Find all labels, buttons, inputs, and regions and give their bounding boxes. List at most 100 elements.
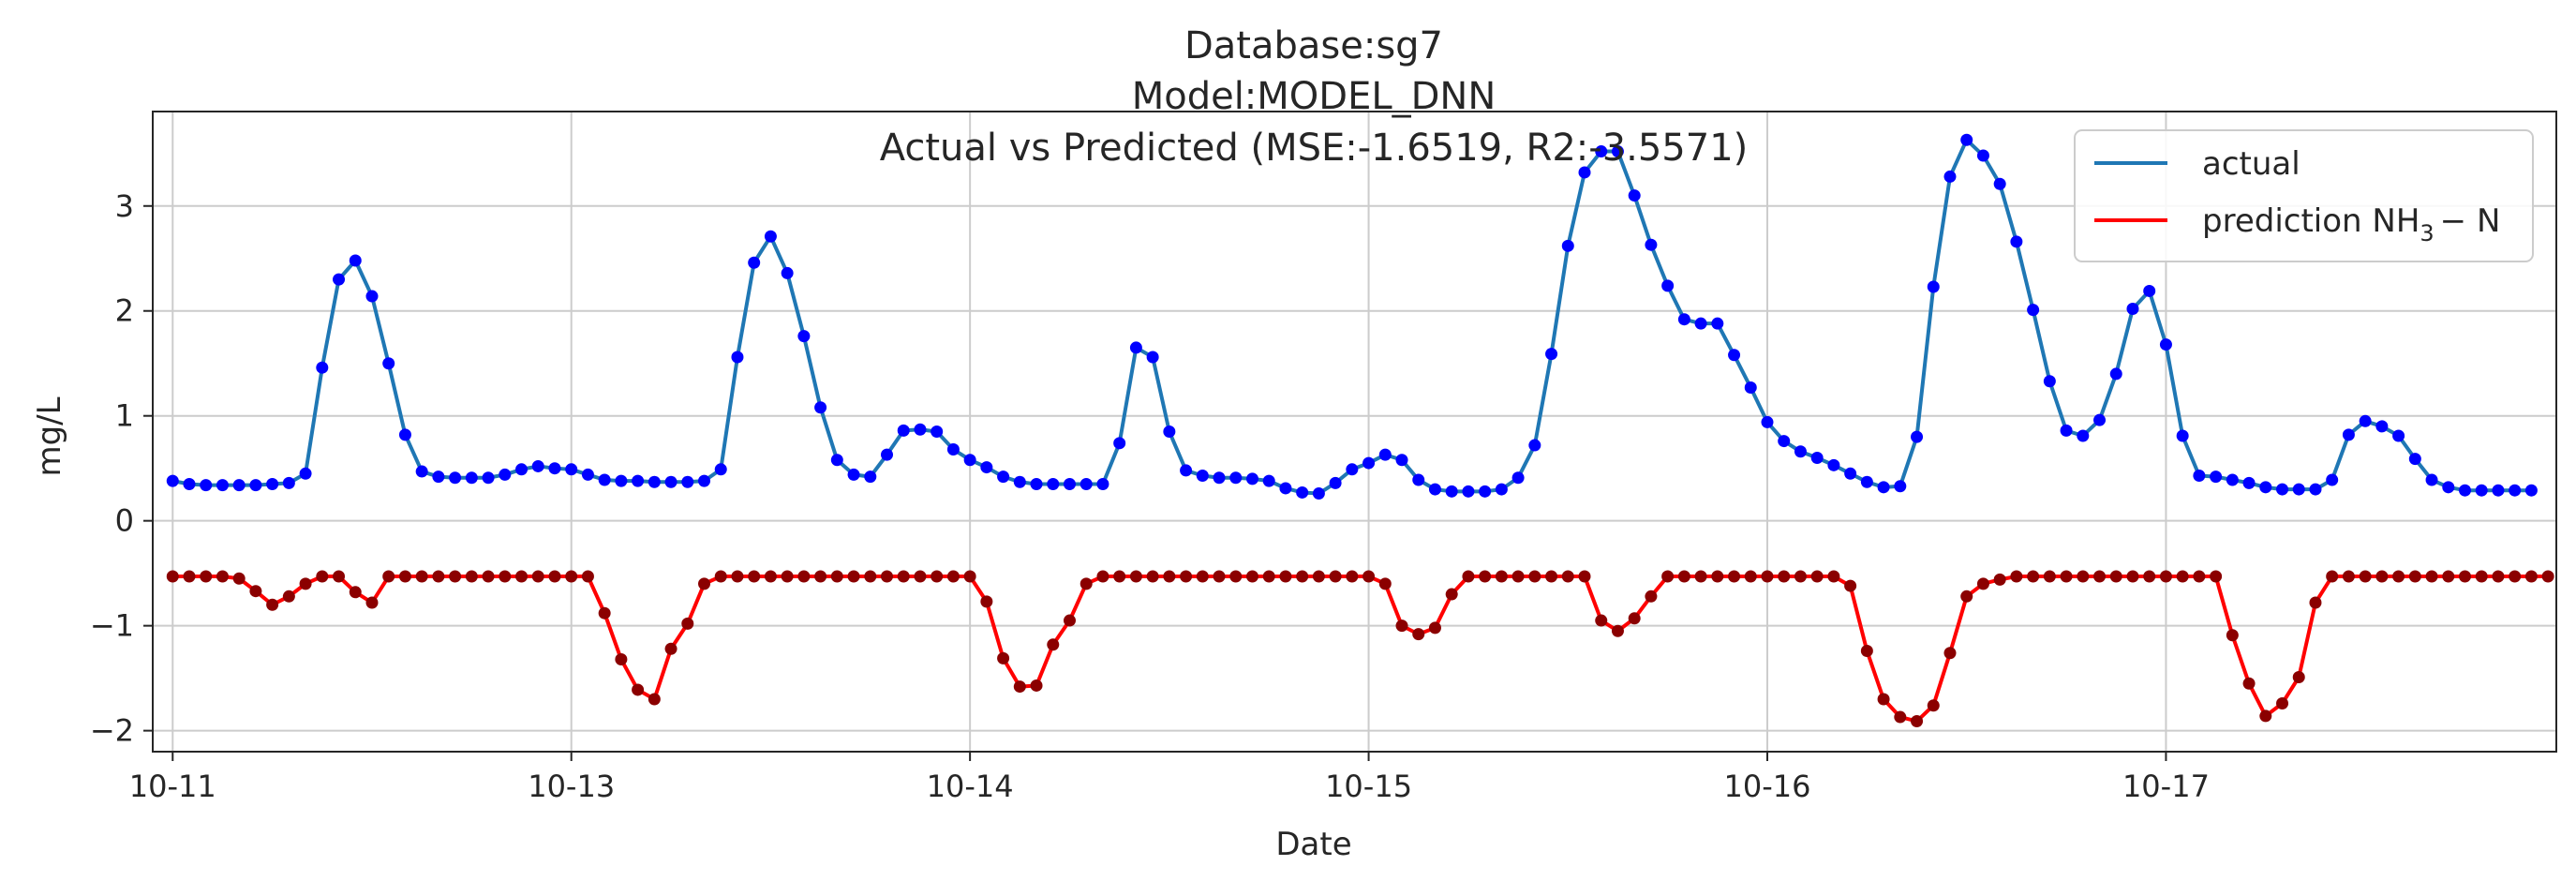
data-point bbox=[1113, 437, 1126, 450]
data-point bbox=[249, 585, 262, 598]
data-point bbox=[1860, 475, 1873, 488]
data-point bbox=[914, 423, 927, 436]
data-point bbox=[2226, 629, 2239, 642]
x-tick-label: 10-11 bbox=[129, 769, 216, 804]
data-point bbox=[449, 570, 462, 583]
data-point bbox=[1677, 313, 1690, 326]
data-point bbox=[980, 595, 993, 608]
data-point bbox=[2375, 420, 2389, 433]
data-point bbox=[1329, 570, 1342, 583]
data-point bbox=[1412, 628, 1425, 641]
data-point bbox=[515, 463, 529, 476]
data-point bbox=[2524, 484, 2538, 497]
data-point bbox=[183, 477, 196, 490]
data-point bbox=[931, 426, 944, 438]
data-point bbox=[365, 290, 379, 303]
data-point bbox=[1511, 570, 1525, 583]
data-point bbox=[1810, 570, 1824, 583]
data-point bbox=[1180, 464, 1193, 477]
data-point bbox=[2375, 570, 2389, 583]
data-point bbox=[1844, 579, 1857, 592]
data-point bbox=[615, 652, 628, 665]
data-point bbox=[2326, 570, 2339, 583]
data-point bbox=[1329, 476, 1342, 489]
data-point bbox=[2027, 304, 2040, 317]
data-point bbox=[1312, 570, 1325, 583]
data-point bbox=[2509, 570, 2522, 583]
data-point bbox=[1877, 481, 1890, 494]
data-point bbox=[1561, 239, 1574, 252]
data-point bbox=[1611, 145, 1624, 158]
data-point bbox=[1545, 348, 1558, 361]
data-point bbox=[216, 479, 229, 492]
data-point bbox=[1146, 351, 1159, 364]
data-point bbox=[1877, 693, 1890, 706]
data-point bbox=[2276, 697, 2289, 709]
data-point bbox=[1013, 680, 1026, 694]
data-point bbox=[216, 570, 229, 583]
data-point bbox=[1528, 439, 1541, 452]
data-point bbox=[398, 570, 411, 583]
data-point bbox=[2459, 570, 2472, 583]
data-point bbox=[531, 459, 544, 472]
data-point bbox=[2159, 338, 2172, 351]
data-point bbox=[764, 570, 777, 583]
data-point bbox=[1296, 485, 1309, 499]
data-point bbox=[946, 443, 960, 456]
y-tick-label: 3 bbox=[115, 188, 134, 224]
data-point bbox=[200, 570, 213, 583]
data-point bbox=[1661, 279, 1675, 292]
data-point bbox=[1129, 341, 1142, 354]
y-tick-label: 1 bbox=[115, 398, 134, 434]
data-point bbox=[1661, 570, 1675, 583]
data-point bbox=[465, 570, 478, 583]
data-point bbox=[1645, 238, 1658, 251]
data-point bbox=[963, 570, 976, 583]
data-point bbox=[1412, 473, 1425, 486]
data-point bbox=[2109, 570, 2122, 583]
data-point bbox=[830, 454, 843, 467]
data-point bbox=[1479, 570, 1492, 583]
data-point bbox=[1794, 570, 1807, 583]
y-tick-label: −2 bbox=[90, 713, 134, 749]
data-point bbox=[266, 598, 279, 611]
data-point bbox=[1761, 415, 1774, 428]
data-point bbox=[2392, 429, 2405, 442]
data-point bbox=[415, 465, 428, 478]
data-point bbox=[1595, 145, 1608, 158]
data-point bbox=[1628, 189, 1641, 202]
data-point bbox=[1677, 570, 1690, 583]
data-point bbox=[2408, 453, 2421, 466]
data-point bbox=[864, 570, 877, 583]
data-point bbox=[2309, 483, 2322, 496]
data-point bbox=[1694, 317, 1707, 330]
data-point bbox=[664, 475, 678, 488]
data-point bbox=[1346, 463, 1359, 476]
data-point bbox=[316, 570, 329, 583]
data-point bbox=[1744, 570, 1757, 583]
data-point bbox=[781, 266, 794, 279]
data-point bbox=[333, 273, 346, 286]
data-point bbox=[1827, 570, 1840, 583]
data-point bbox=[1479, 485, 1492, 498]
data-point bbox=[1262, 570, 1275, 583]
data-point bbox=[1129, 570, 1142, 583]
data-point bbox=[797, 570, 811, 583]
y-tick-label: 0 bbox=[115, 503, 134, 539]
data-point bbox=[2359, 570, 2372, 583]
data-point bbox=[1993, 573, 2006, 586]
data-point bbox=[581, 468, 594, 481]
data-point bbox=[1096, 477, 1109, 490]
data-point bbox=[781, 570, 794, 583]
data-point bbox=[1645, 590, 1658, 603]
data-point bbox=[1595, 614, 1608, 627]
data-point bbox=[282, 476, 295, 489]
data-point bbox=[1362, 570, 1376, 583]
data-point bbox=[1728, 349, 1741, 362]
data-point bbox=[1047, 477, 1060, 490]
data-point bbox=[2093, 413, 2107, 426]
data-point bbox=[1894, 710, 1907, 724]
data-point bbox=[963, 454, 976, 467]
plot-frame bbox=[152, 111, 2557, 753]
